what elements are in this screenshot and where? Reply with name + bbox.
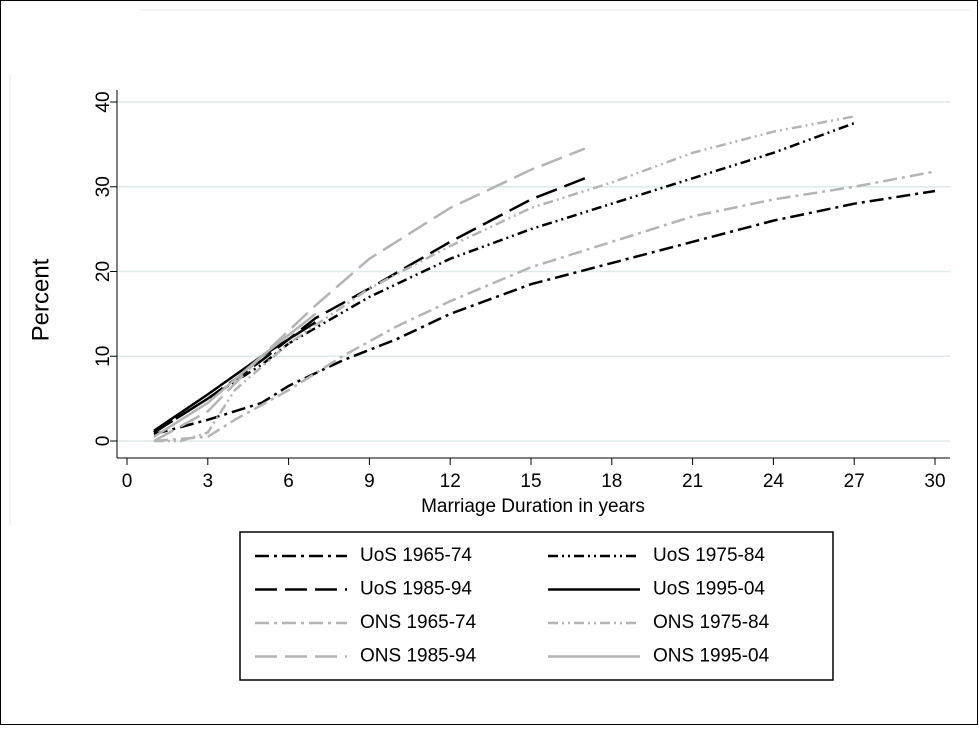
x-tick-label: 21	[682, 471, 703, 492]
legend-label: UoS 1995-04	[653, 579, 765, 600]
x-tick-label: 27	[844, 471, 865, 492]
y-axis-label: Percent	[27, 258, 54, 341]
legend-label: UoS 1965-74	[360, 545, 472, 566]
legend-label: ONS 1975-84	[653, 612, 770, 633]
series-line	[153, 189, 936, 436]
series-line	[153, 177, 586, 434]
x-tick-label: 0	[122, 471, 133, 492]
legend-label: ONS 1985-94	[360, 646, 477, 667]
x-tick-label: 24	[763, 471, 785, 492]
y-tick-label: 40	[93, 91, 114, 112]
legend-label: UoS 1975-84	[653, 545, 765, 566]
y-tick-label: 0	[93, 436, 114, 447]
x-tick-label: 18	[601, 471, 622, 492]
legend-box	[239, 531, 834, 681]
legend-label: UoS 1985-94	[360, 579, 472, 600]
legend-label: ONS 1995-04	[653, 646, 770, 667]
series-line	[153, 170, 936, 443]
x-tick-label: 6	[283, 471, 294, 492]
series-line	[153, 321, 317, 432]
x-tick-label: 30	[924, 471, 945, 492]
series-line	[153, 147, 586, 443]
x-tick-label: 3	[203, 471, 214, 492]
series-line	[153, 312, 317, 438]
series-line	[153, 115, 855, 443]
legend-label: ONS 1965-74	[360, 612, 477, 633]
x-tick-label: 9	[364, 471, 375, 492]
y-tick-label: 30	[93, 176, 114, 197]
x-tick-label: 12	[440, 471, 461, 492]
y-tick-label: 10	[93, 346, 114, 367]
x-axis-label: Marriage Duration in years	[421, 496, 645, 517]
y-tick-label: 20	[93, 261, 114, 282]
x-tick-label: 15	[520, 471, 541, 492]
